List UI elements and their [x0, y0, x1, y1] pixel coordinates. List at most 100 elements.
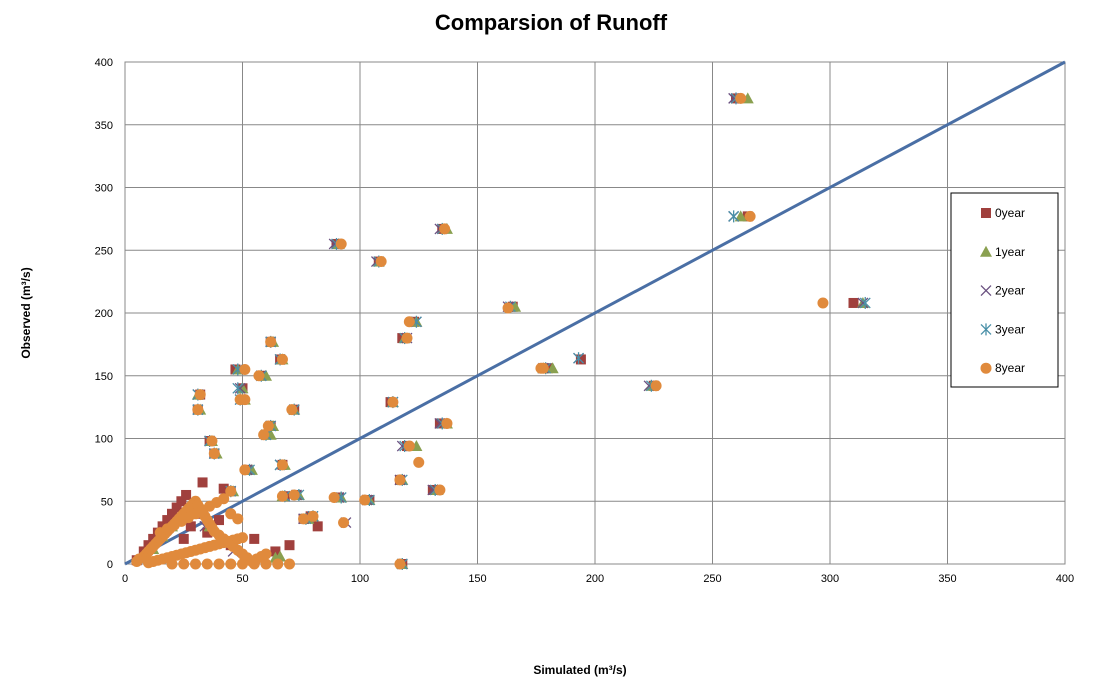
tick-labels: 0 50 100 150 200 250 300 350 400 0 50 100 150 200 250 3…: [95, 57, 1075, 585]
legend-box: [950, 192, 1059, 388]
data-point: [276, 459, 288, 471]
data-point: [288, 489, 300, 501]
data-point: [239, 464, 251, 476]
data-point: [401, 332, 413, 344]
y-axis-label: Observed (m³/s): [19, 267, 33, 358]
data-point: [575, 354, 586, 365]
data-point: [225, 485, 237, 497]
data-point: [190, 558, 201, 570]
data-point: [194, 389, 206, 401]
data-point: [817, 297, 829, 309]
y-tick-label: 350: [95, 120, 113, 132]
legend-item-1year: 1year: [980, 245, 1025, 259]
data-point: [298, 513, 310, 525]
data-point: [284, 558, 295, 570]
data-point: [162, 515, 173, 526]
data-point: [848, 297, 859, 308]
data-point: [307, 510, 319, 522]
data-point: [171, 502, 182, 513]
data-point: [546, 362, 559, 374]
chart-title: Comparsion of Runoff: [435, 10, 668, 35]
data-point: [248, 558, 260, 570]
data-point: [573, 352, 585, 365]
series-1year: [135, 92, 869, 569]
y-tick-label: 100: [95, 434, 113, 446]
data-point: [403, 440, 415, 452]
data-point: [413, 456, 425, 468]
data-point: [201, 558, 213, 570]
data-point: [859, 296, 871, 309]
legend-label: 3year: [995, 322, 1025, 336]
legend-marker: [980, 323, 992, 336]
data-point: [286, 404, 298, 416]
data-point: [387, 396, 399, 408]
data-point: [197, 477, 208, 488]
data-point: [260, 548, 272, 560]
data-point: [439, 223, 451, 235]
x-tick-label: 250: [703, 573, 721, 585]
data-point: [167, 508, 177, 519]
data-point: [265, 336, 277, 348]
x-tick-label: 150: [468, 573, 486, 585]
reference-line: [124, 60, 1066, 566]
data-point: [258, 429, 270, 441]
data-point: [734, 210, 747, 222]
data-point: [181, 489, 192, 500]
data-point: [213, 558, 225, 570]
data-point: [232, 513, 244, 525]
data-point: [260, 558, 272, 570]
y-tick-label: 150: [95, 371, 113, 383]
data-point: [237, 558, 248, 570]
legend-item-2year: 2year: [980, 284, 1025, 298]
data-point: [359, 494, 371, 506]
legend-label: 1year: [995, 245, 1025, 259]
data-point: [650, 380, 662, 392]
data-point: [744, 210, 756, 222]
legend-label: 8year: [995, 361, 1025, 375]
legend-marker: [981, 208, 991, 218]
data-point: [535, 362, 547, 374]
x-tick-label: 0: [122, 573, 128, 585]
legend-marker: [980, 285, 992, 297]
x-tick-label: 350: [938, 573, 956, 585]
data-point: [239, 363, 251, 375]
data-point: [262, 420, 274, 432]
data-point: [272, 558, 284, 570]
x-tick-label: 50: [236, 573, 248, 585]
y-tick-label: 200: [95, 308, 113, 320]
y-tick-label: 50: [101, 496, 113, 508]
data-point: [206, 435, 218, 447]
x-tick-label: 200: [586, 573, 604, 585]
data-point: [176, 496, 187, 507]
data-point: [234, 394, 246, 406]
data-point: [502, 302, 514, 314]
data-point: [253, 370, 265, 382]
series-8year: [131, 92, 829, 570]
data-point: [276, 490, 288, 502]
legend-marker: [980, 245, 992, 257]
data-point: [735, 92, 747, 104]
data-point: [166, 558, 178, 570]
data-point: [232, 382, 244, 395]
grid: [124, 61, 1066, 565]
data-point: [728, 210, 740, 223]
data-point: [441, 417, 453, 429]
legend-item-0year: 0year: [981, 206, 1025, 220]
legend-marker: [980, 362, 992, 374]
data-points: [131, 92, 871, 570]
data-point: [394, 558, 406, 570]
data-point: [192, 404, 204, 416]
legend-label: 0year: [995, 206, 1025, 220]
x-axis-label: Simulated (m³/s): [533, 663, 626, 677]
data-point: [375, 256, 387, 268]
data-point: [214, 515, 224, 526]
data-point: [185, 521, 196, 532]
y-tick-label: 300: [95, 183, 113, 195]
data-point: [234, 382, 246, 394]
data-point: [338, 517, 350, 529]
series-0year: [131, 93, 859, 569]
data-point: [276, 353, 288, 365]
data-point: [328, 491, 340, 503]
